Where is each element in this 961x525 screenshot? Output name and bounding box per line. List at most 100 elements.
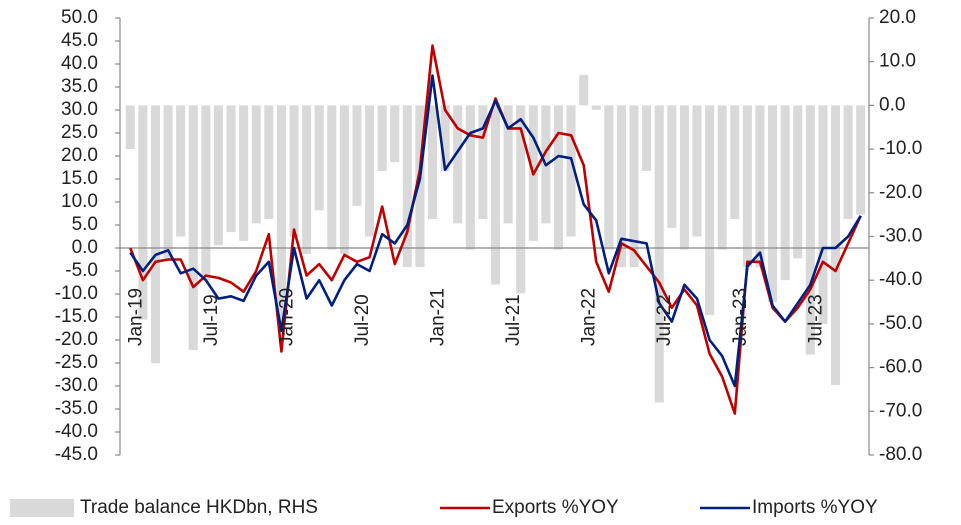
bar bbox=[768, 105, 778, 303]
x-tick-label: Jan-20 bbox=[276, 288, 297, 346]
bar bbox=[566, 105, 576, 237]
y-tick-label: -10.0 bbox=[55, 283, 98, 304]
bar bbox=[453, 105, 463, 224]
bar bbox=[516, 105, 526, 294]
y-tick-label: 0.0 bbox=[72, 237, 98, 258]
bar bbox=[830, 105, 841, 386]
bar bbox=[793, 105, 803, 259]
bar bbox=[591, 105, 601, 110]
y-tick-label: 20.0 bbox=[61, 145, 98, 166]
bar bbox=[428, 105, 438, 220]
bar bbox=[239, 105, 249, 241]
bar bbox=[440, 105, 450, 171]
y-tick-label: 50.0 bbox=[61, 7, 98, 28]
bar bbox=[226, 105, 236, 233]
x-tick-label: Jan-21 bbox=[428, 288, 449, 346]
bar bbox=[188, 105, 198, 351]
y2-tick-label: 10.0 bbox=[879, 51, 916, 72]
x-tick-label: Jul-23 bbox=[805, 294, 826, 346]
x-tick-label: Jan-23 bbox=[730, 288, 751, 346]
y-tick-label: 25.0 bbox=[61, 122, 98, 143]
bar bbox=[352, 105, 362, 206]
bar bbox=[339, 105, 349, 254]
bar bbox=[654, 105, 664, 403]
bar bbox=[503, 105, 513, 224]
y-tick-label: -15.0 bbox=[55, 306, 98, 327]
y-tick-label: -45.0 bbox=[55, 444, 98, 465]
bar bbox=[213, 105, 223, 246]
y-tick-label: -5.0 bbox=[65, 260, 98, 281]
bar bbox=[264, 105, 274, 220]
bar bbox=[843, 105, 853, 220]
x-tick-label: Jan-19 bbox=[125, 288, 146, 346]
bar bbox=[705, 105, 715, 316]
line bbox=[129, 44, 862, 415]
bar bbox=[289, 105, 299, 237]
bar bbox=[402, 105, 412, 268]
bar bbox=[478, 105, 488, 220]
bar bbox=[365, 105, 375, 237]
bar bbox=[125, 105, 135, 150]
bar bbox=[856, 105, 866, 215]
x-tick-label: Jan-22 bbox=[579, 288, 600, 346]
legend-label: Trade balance HKDbn, RHS bbox=[80, 497, 318, 518]
bar bbox=[201, 105, 211, 281]
bar bbox=[377, 105, 387, 171]
bar bbox=[780, 105, 790, 281]
bar bbox=[138, 105, 148, 320]
y-tick-label: 40.0 bbox=[61, 53, 98, 74]
bar bbox=[667, 105, 677, 228]
y2-tick-label: -70.0 bbox=[879, 400, 922, 421]
y2-tick-label: -10.0 bbox=[879, 138, 922, 159]
legend-label: Imports %YOY bbox=[752, 497, 878, 518]
bar bbox=[730, 105, 740, 220]
y-tick-label: -25.0 bbox=[55, 352, 98, 373]
bar bbox=[302, 105, 312, 254]
x-tick-label: Jul-21 bbox=[503, 294, 524, 346]
bar bbox=[150, 105, 161, 364]
x-tick-label: Jul-19 bbox=[201, 294, 222, 346]
bar bbox=[553, 105, 563, 250]
bar bbox=[604, 105, 614, 250]
y-tick-label: 15.0 bbox=[61, 168, 98, 189]
bar bbox=[717, 105, 727, 250]
y2-tick-label: 0.0 bbox=[879, 94, 905, 115]
bar bbox=[579, 74, 589, 106]
bar bbox=[755, 105, 765, 268]
bar bbox=[818, 105, 828, 324]
bar bbox=[251, 105, 261, 224]
bar bbox=[276, 105, 286, 324]
bar bbox=[616, 105, 626, 268]
y-tick-label: 10.0 bbox=[61, 191, 98, 212]
bar bbox=[314, 105, 324, 211]
bar bbox=[390, 105, 400, 163]
y2-tick-label: -40.0 bbox=[879, 269, 922, 290]
y2-tick-label: -30.0 bbox=[879, 226, 922, 247]
bar bbox=[805, 105, 815, 355]
bar bbox=[679, 105, 689, 250]
y2-tick-label: -50.0 bbox=[879, 313, 922, 334]
bar bbox=[629, 105, 639, 268]
y-tick-label: 5.0 bbox=[72, 214, 98, 235]
bar bbox=[465, 105, 475, 250]
bar bbox=[327, 105, 337, 250]
bar bbox=[742, 105, 752, 268]
x-tick-label: Jul-20 bbox=[352, 294, 373, 346]
bar bbox=[415, 105, 425, 268]
legend-label: Exports %YOY bbox=[492, 497, 619, 518]
y-tick-label: -20.0 bbox=[55, 329, 98, 350]
y2-tick-label: -20.0 bbox=[879, 182, 922, 203]
bar bbox=[692, 105, 702, 237]
x-tick-label: Jul-22 bbox=[654, 294, 675, 346]
y-tick-label: -40.0 bbox=[55, 421, 98, 442]
y2-tick-label: 20.0 bbox=[879, 7, 916, 28]
bar bbox=[163, 105, 173, 259]
y2-tick-label: -80.0 bbox=[879, 444, 922, 465]
y-tick-label: 30.0 bbox=[61, 99, 98, 120]
y2-tick-label: -60.0 bbox=[879, 357, 922, 378]
y-tick-label: 45.0 bbox=[61, 30, 98, 51]
line bbox=[129, 74, 862, 388]
bar bbox=[176, 105, 186, 237]
bar bbox=[490, 105, 501, 285]
